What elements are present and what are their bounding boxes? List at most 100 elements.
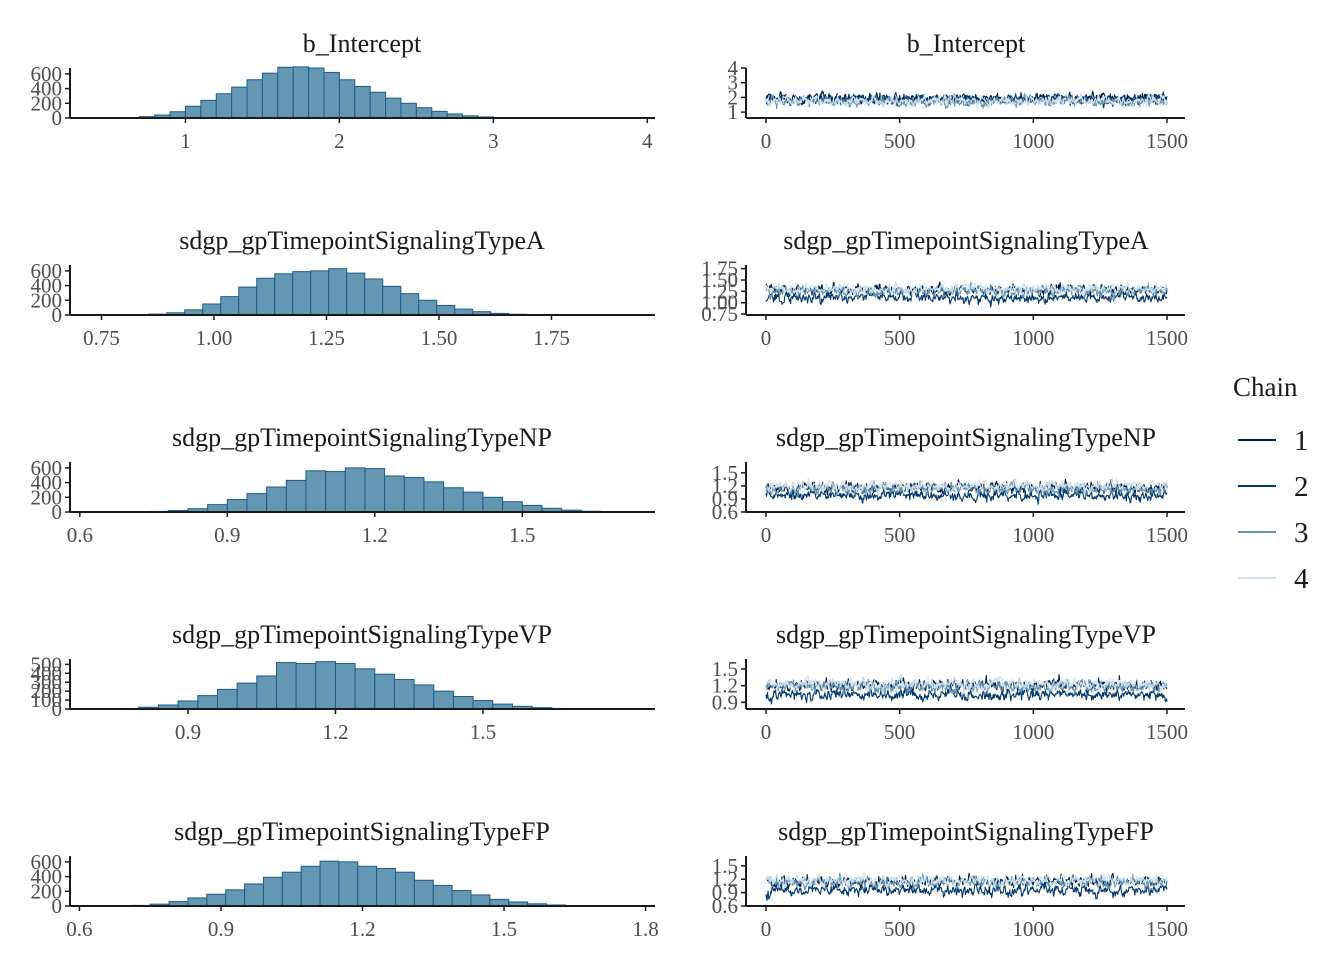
histogram-bar [403,476,425,513]
histogram-bar [418,299,438,316]
histogram-bar [413,684,435,710]
histogram-x-tick-label: 0.9 [208,917,234,941]
trace-chain-2 [765,683,1168,705]
trace-y-tick-label: 1.2 [712,674,738,698]
histogram-bar [436,304,456,316]
histogram-bar [382,285,402,316]
histogram-bar [369,91,387,119]
trace-y-tick-label: 1.50 [701,268,738,292]
histogram-bar [338,861,359,907]
trace-x-tick-label: 0 [761,326,772,350]
histogram-bar [323,71,340,119]
trace-title: b_Intercept [907,29,1026,58]
trace-chain-4 [765,281,1168,298]
trace-y-tick-label: 0.9 [712,487,738,511]
histogram-bars [99,661,592,710]
histogram-bar [400,293,420,316]
histogram-bar [470,894,491,907]
trace-y-tick-label: 0.9 [712,690,738,714]
histogram-x-tick-label: 1.5 [470,720,496,744]
trace-x-tick-label: 0 [761,917,772,941]
histogram-y-tick-label: 200 [31,91,63,115]
histogram-bar [225,889,246,907]
trace-x-tick-label: 1000 [1012,326,1054,350]
histogram-title: sdgp_gpTimepointSignalingTypeVP [172,620,552,649]
histogram-bar [472,700,494,710]
trace-panel: sdgp_gpTimepointSignalingTypeVP 0 500 1000 1… [712,620,1188,744]
histogram-bar [177,700,199,710]
histogram-y-tick-label: 0 [52,894,63,918]
histogram-x-tick-label: 1.8 [632,917,658,941]
trace-y-tick-label: 1.5 [712,461,738,485]
trace-lines [765,477,1168,505]
histogram-x-tick-label: 3 [488,129,499,153]
histogram-bar [184,105,202,119]
histogram-bar [300,865,321,907]
histogram-bar [236,682,258,710]
histogram-bar [384,475,405,513]
legend-item-chain-2: 2 [1238,471,1309,503]
trace-panel: sdgp_gpTimepointSignalingTypeA 0 500 1000 15… [701,226,1188,350]
histogram-bar [385,97,402,119]
trace-y-tick-label: 0.9 [712,881,738,905]
trace-y-tick-label: 1.00 [701,291,738,315]
trace-panel: sdgp_gpTimepointSignalingTypeFP 0 500 1000 1… [712,817,1188,941]
histogram-bar [462,491,484,513]
trace-x-tick-label: 1500 [1146,917,1188,941]
histogram-bar [266,486,287,513]
histogram-bar [215,93,233,119]
trace-title: sdgp_gpTimepointSignalingTypeVP [776,620,1156,649]
legend-item-chain-3: 3 [1238,517,1309,549]
histogram-y-tick-label: 0 [52,303,63,327]
histogram-bar [246,79,263,119]
histogram-bar [246,493,268,513]
histogram-bar [308,67,325,119]
histogram-y-tick-label: 100 [31,688,63,712]
histogram-x-tick-label: 2 [334,129,345,153]
histogram-bar [400,102,417,119]
histogram-bar [310,270,330,316]
histogram-bar [364,278,384,316]
trace-x-tick-label: 500 [884,720,916,744]
trace-y-tick-label: 1.2 [712,867,738,891]
legend-label: 3 [1294,517,1309,549]
trace-chain-4 [765,871,1168,889]
trace-title: sdgp_gpTimepointSignalingTypeFP [778,817,1154,846]
trace-chain-2 [765,880,1168,901]
histogram-bar [274,273,294,316]
histogram-y-tick-label: 0 [52,500,63,524]
histogram-bar [344,467,366,513]
histogram-panel: sdgp_gpTimepointSignalingTypeNP 0.6 0.9 1.2… [31,423,655,547]
trace-x-tick-label: 0 [761,720,772,744]
histogram-y-tick-label: 600 [31,259,63,283]
histogram-y-tick-label: 200 [31,879,63,903]
histogram-bar [238,286,258,316]
histogram-panel: sdgp_gpTimepointSignalingTypeA 0.75 1.00 1.… [31,226,655,350]
trace-chain-3 [765,93,1168,110]
histogram-bar [393,679,415,710]
legend-items: 1 2 3 4 [1238,425,1309,595]
histogram-bar [275,662,297,710]
histogram-bar [452,696,474,710]
trace-y-tick-label: 2 [728,85,739,109]
histogram-y-tick-label: 300 [31,670,63,694]
histogram-bar [451,890,472,907]
histogram-bar [256,277,276,316]
trace-x-tick-label: 500 [884,523,916,547]
histogram-x-tick-label: 1 [180,129,191,153]
histogram-y-tick-label: 500 [31,652,63,676]
trace-chain-2 [765,287,1168,308]
histogram-bar [376,868,397,907]
histogram-x-tick-label: 0.6 [66,917,92,941]
legend-label: 1 [1294,425,1309,457]
histogram-x-tick-label: 1.2 [362,523,388,547]
histogram-bar [315,661,336,710]
legend-item-chain-1: 1 [1238,425,1309,457]
histogram-y-tick-label: 0 [52,106,63,130]
trace-y-tick-label: 1.25 [701,279,738,303]
